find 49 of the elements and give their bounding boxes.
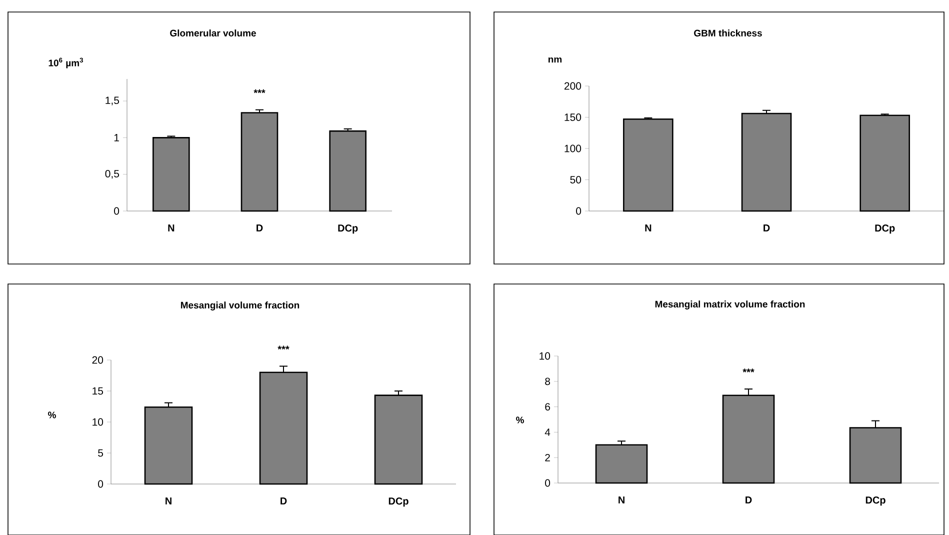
x-tick-label: D	[280, 498, 287, 504]
bar	[374, 394, 423, 485]
y-tick-label: 4	[544, 428, 550, 436]
text: ***	[278, 346, 290, 350]
x-tick-label: N	[645, 224, 652, 232]
y-tick-label: 2	[545, 454, 550, 462]
x-tick-label: DCp	[875, 224, 895, 234]
y-tick-label: 8	[545, 378, 550, 386]
y-tick-label: 0	[98, 480, 104, 488]
y-tick-label: 0	[545, 479, 550, 487]
bar	[329, 130, 366, 212]
x-tick-label: D	[746, 496, 752, 504]
x-tick-label: D	[256, 224, 263, 232]
bar	[152, 137, 190, 212]
y-axis-title: %	[48, 412, 56, 418]
y-tick-label: 10	[540, 352, 550, 360]
y-axis-title: 10$^{6}$ µm$^{3}$	[48, 58, 84, 68]
x-tick-label: N	[166, 498, 172, 504]
y-tick-label: 1	[114, 134, 119, 142]
y-tick-label: 10	[92, 418, 104, 426]
bar	[595, 444, 648, 484]
y-tick-label: 0	[114, 207, 120, 215]
x-tick-label: DCp	[866, 496, 886, 506]
y-tick-label: 100	[564, 144, 582, 152]
y-tick-label: 1,5	[106, 96, 120, 106]
y-tick-label: 0,5	[105, 170, 120, 179]
y-tick-label: 20	[92, 356, 104, 364]
x-tick-label: N	[168, 224, 174, 232]
x-tick-label: D	[764, 224, 770, 232]
chart-title: Mesangial volume fraction	[180, 302, 300, 310]
y-tick-label: 15	[92, 387, 104, 395]
y-tick-label: 0	[576, 207, 582, 215]
annotation: ***	[254, 89, 266, 94]
bar	[144, 406, 193, 485]
y-tick-label: 6	[545, 403, 550, 411]
y-tick-label: 150	[564, 114, 582, 121]
y-tick-label: 50	[570, 176, 582, 184]
x-tick-label: DCp	[388, 498, 408, 507]
x-tick-label: N	[618, 496, 624, 504]
y-axis-title: nm	[548, 57, 562, 63]
x-tick-label: DCp	[338, 224, 358, 234]
annotation: ***	[742, 368, 754, 372]
chart-title: Mesangial matrix volume fraction	[655, 300, 805, 310]
y-tick-label: 5	[98, 449, 104, 457]
bar	[240, 112, 278, 212]
chart-title: Glomerular volume	[170, 30, 256, 36]
chart-title: GBM thickness	[694, 30, 762, 36]
y-tick-label: 200	[564, 82, 582, 90]
y-axis-title: %	[516, 416, 524, 424]
